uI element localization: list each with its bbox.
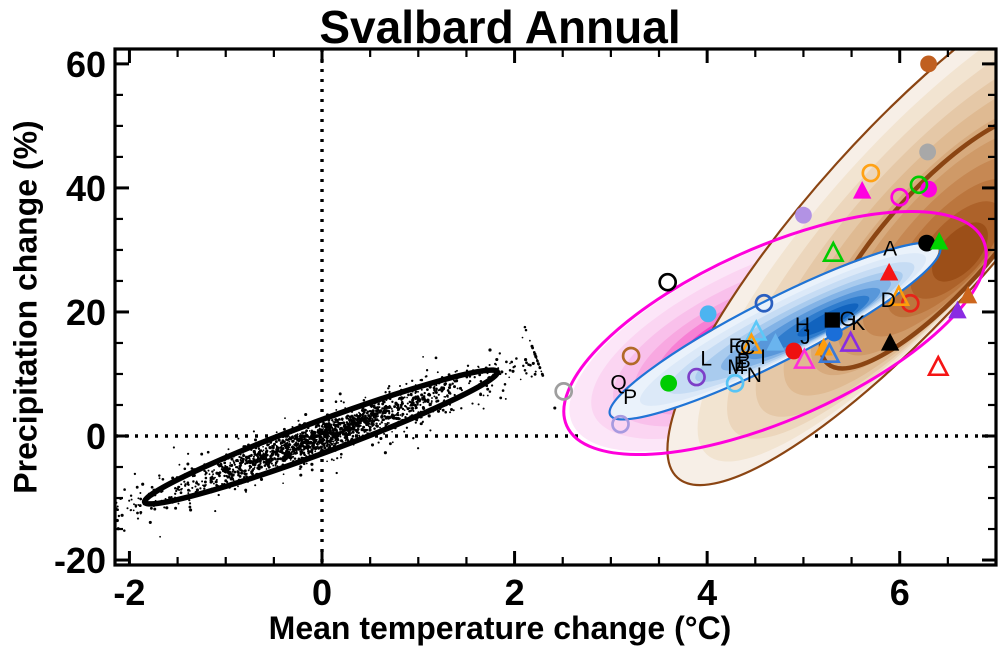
y-tick-label: 0 [86,416,106,457]
letter-marker-G: G [840,308,856,331]
brown-ensemble-contour [666,50,995,487]
model-marker-open-circle [621,346,641,366]
model-marker-filled-triangle [852,181,872,199]
model-marker-filled-circle [795,206,812,224]
model-marker-filled-circle [699,305,717,323]
letter-marker-O: O [735,336,751,359]
x-tick-label: 6 [890,572,910,613]
model-marker-filled-circle [920,180,938,198]
letter-marker-E: E [734,353,748,376]
model-marker-filled-triangle [958,285,978,304]
model-marker-filled-triangle [880,332,900,351]
letter-marker-M: M [727,356,745,379]
letter-marker-J: J [800,326,811,349]
control-run-ellipse [141,367,501,507]
model-marker-filled-circle [920,55,938,73]
model-marker-open-triangle [744,319,768,341]
letter-marker-I: I [760,346,766,369]
x-tick-label: 0 [312,572,332,613]
y-tick-label: -20 [54,540,106,581]
model-marker-filled-circle [918,234,936,252]
model-marker-filled-circle [785,342,803,360]
y-tick-label: 20 [66,292,106,333]
x-tick-label: 4 [697,572,717,613]
model-marker-open-circle [611,414,630,434]
pink-ensemble-outline [562,209,988,457]
model-marker-filled-triangle [766,332,785,351]
model-marker-open-circle [725,373,745,393]
model-marker-open-circle [900,293,920,313]
x-axis-label: Mean temperature change (°C) [268,610,732,646]
model-marker-filled-triangle [879,262,899,281]
model-marker-open-circle [861,163,881,183]
model-marker-open-circle [658,272,678,292]
model-marker-filled-circle [919,143,937,161]
x-tick-label: 2 [505,572,525,613]
model-marker-filled-circle [825,324,843,342]
model-marker-open-circle [687,367,706,387]
chart-title: Svalbard Annual [319,1,681,53]
letter-marker-K: K [851,312,865,335]
model-marker-open-circle [554,381,574,401]
control-run-scatter [116,325,557,538]
model-marker-open-triangle [926,354,950,377]
model-marker-filled-triangle [948,300,967,319]
letter-marker-B: B [737,350,751,373]
letter-marker-P: P [623,386,637,409]
model-marker-filled-square [824,312,840,328]
plot-frame [113,47,998,567]
letter-marker-F: F [729,335,742,358]
brown-ensemble-band [932,222,988,282]
model-marker-open-triangle [839,330,862,352]
model-marker-open-circle [909,175,929,195]
model-marker-filled-circle [660,374,678,392]
y-tick-label: 60 [66,44,106,85]
letter-marker-H: H [795,314,810,337]
model-marker-open-triangle [740,332,763,354]
letter-marker-A: A [883,238,897,261]
model-marker-open-circle [754,293,774,313]
model-marker-open-circle [890,187,910,207]
model-marker-open-triangle [793,347,816,369]
letter-marker-N: N [747,364,762,387]
letter-marker-C: C [740,336,755,359]
letter-marker-Q: Q [610,372,626,395]
model-marker-open-triangle [887,284,911,306]
model-marker-open-triangle [818,341,841,364]
letter-marker-D: D [881,289,896,312]
model-marker-filled-triangle [814,337,833,356]
model-marker-filled-triangle [929,231,949,250]
y-tick-label: 40 [66,168,106,209]
model-marker-open-triangle [821,240,845,262]
plot-content: A BC D EF G H I J K L M NO PQ [116,50,995,564]
letter-marker-L: L [700,347,712,370]
x-tick-label: -2 [113,572,145,613]
